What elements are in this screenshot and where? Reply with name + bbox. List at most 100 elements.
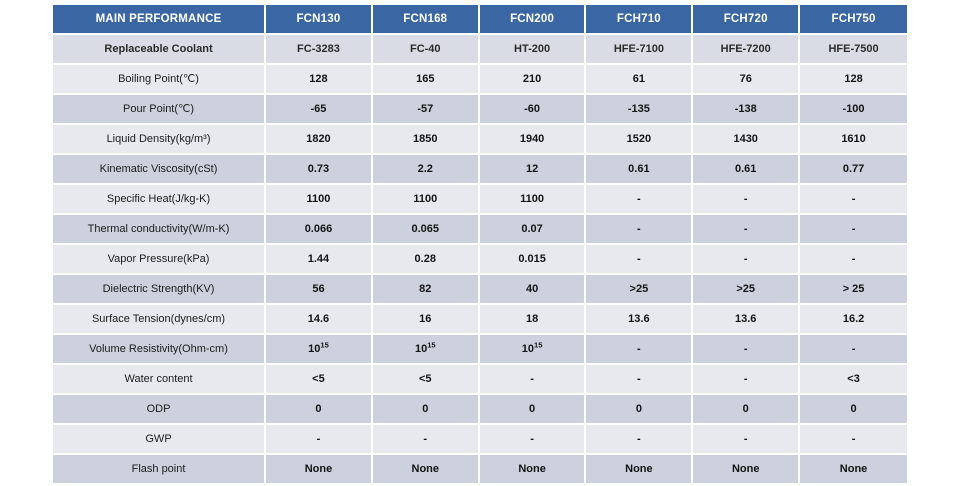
cell-fch710: - <box>586 245 694 275</box>
cell-fcn168: 165 <box>372 65 480 95</box>
cell-fch720: 0 <box>693 395 801 425</box>
column-header-fch750: FCH750 <box>800 5 907 35</box>
cell-fcn130: <5 <box>266 365 373 395</box>
cell-fcn168: 1100 <box>372 185 480 215</box>
cell-fcn200: 0.015 <box>479 245 587 275</box>
cell-fch710: - <box>586 425 694 455</box>
cell-fcn130: 56 <box>266 275 373 305</box>
header-row: MAIN PERFORMANCE FCN130 FCN168 FCN200 FC… <box>53 5 907 35</box>
cell-fch720: None <box>693 455 801 483</box>
column-header-fch710: FCH710 <box>586 5 694 35</box>
cell-fch750: - <box>800 425 907 455</box>
cell-fcn200: 0.07 <box>479 215 587 245</box>
cell-fch750: - <box>800 245 907 275</box>
table-row: Replaceable Coolant FC-3283 FC-40 HT-200 HFE… <box>53 35 907 65</box>
row-label: Surface Tension(dynes/cm) <box>53 305 267 335</box>
row-label: Flash point <box>53 455 267 483</box>
column-header-fcn130: FCN130 <box>266 5 373 35</box>
cell-fcn168: 0.28 <box>372 245 480 275</box>
performance-comparison-table: MAIN PERFORMANCE FCN130 FCN168 FCN200 FC… <box>53 5 907 483</box>
table-header: MAIN PERFORMANCE FCN130 FCN168 FCN200 FC… <box>53 5 907 35</box>
cell-fcn168: 82 <box>372 275 480 305</box>
row-label: GWP <box>53 425 267 455</box>
table-row: ODP 0 0 0 0 0 0 <box>53 395 907 425</box>
cell-fch720: - <box>693 185 801 215</box>
row-label: Pour Point(℃) <box>53 95 267 125</box>
table-row: Surface Tension(dynes/cm) 14.6 16 18 13.6 13.… <box>53 305 907 335</box>
cell-fch720: - <box>693 335 801 365</box>
table-body: Replaceable Coolant FC-3283 FC-40 HT-200 HFE… <box>53 35 907 483</box>
cell-fcn130: 0 <box>266 395 373 425</box>
cell-fch710: 0.61 <box>586 155 694 185</box>
cell-fcn168: -57 <box>372 95 480 125</box>
cell-fcn130: 1100 <box>266 185 373 215</box>
cell-fcn200: 0 <box>479 395 587 425</box>
cell-fcn168: None <box>372 455 480 483</box>
cell-fcn168: 2.2 <box>372 155 480 185</box>
row-label: ODP <box>53 395 267 425</box>
cell-fch710: None <box>586 455 694 483</box>
row-label: Volume Resistivity(Ohm-cm) <box>53 335 267 365</box>
row-label: Thermal conductivity(W/m-K) <box>53 215 267 245</box>
cell-fcn168: 0.065 <box>372 215 480 245</box>
cell-fcn200: 1100 <box>479 185 587 215</box>
cell-fch710: 61 <box>586 65 694 95</box>
cell-fch710: - <box>586 335 694 365</box>
cell-fcn200: - <box>479 425 587 455</box>
column-header-main-performance: MAIN PERFORMANCE <box>53 5 267 35</box>
cell-fch710: 0 <box>586 395 694 425</box>
cell-fcn200: -60 <box>479 95 587 125</box>
cell-fcn168: FC-40 <box>372 35 480 65</box>
cell-fcn200: 18 <box>479 305 587 335</box>
cell-fcn130: - <box>266 425 373 455</box>
cell-fch720: 1430 <box>693 125 801 155</box>
column-header-fch720: FCH720 <box>693 5 801 35</box>
row-label: Vapor Pressure(kPa) <box>53 245 267 275</box>
exponent: 15 <box>427 340 436 350</box>
cell-fch750: HFE-7500 <box>800 35 907 65</box>
cell-fch750: <3 <box>800 365 907 395</box>
cell-fcn200: 210 <box>479 65 587 95</box>
cell-fch710: -135 <box>586 95 694 125</box>
cell-fcn130: -65 <box>266 95 373 125</box>
cell-fcn168: 1850 <box>372 125 480 155</box>
cell-fcn130: 1820 <box>266 125 373 155</box>
table-row: Flash point None None None None None None <box>53 455 907 483</box>
cell-fcn200: HT-200 <box>479 35 587 65</box>
cell-fcn130: 128 <box>266 65 373 95</box>
cell-fch720: 76 <box>693 65 801 95</box>
row-label: Boiling Point(℃) <box>53 65 267 95</box>
table-row: Specific Heat(J/kg-K) 1100 1100 1100- - - <box>53 185 907 215</box>
cell-fch720: - <box>693 245 801 275</box>
cell-fch750: - <box>800 185 907 215</box>
cell-fch710: - <box>586 185 694 215</box>
cell-fcn130: 14.6 <box>266 305 373 335</box>
exponent: 15 <box>320 340 329 350</box>
table-row: Vapor Pressure(kPa) 1.44 0.28 0.015- - - <box>53 245 907 275</box>
cell-fch750: 16.2 <box>800 305 907 335</box>
cell-fch720: - <box>693 365 801 395</box>
column-header-fcn200: FCN200 <box>479 5 587 35</box>
cell-fch710: - <box>586 365 694 395</box>
cell-fcn168: - <box>372 425 480 455</box>
cell-fch750: 0 <box>800 395 907 425</box>
cell-fch750: -100 <box>800 95 907 125</box>
cell-fcn130: None <box>266 455 373 483</box>
cell-fcn168: 0 <box>372 395 480 425</box>
cell-fcn168: 1015 <box>372 335 480 365</box>
row-label: Specific Heat(J/kg-K) <box>53 185 267 215</box>
table-row: Volume Resistivity(Ohm-cm) 1015 1015 1015- -… <box>53 335 907 365</box>
cell-fch710: 1520 <box>586 125 694 155</box>
cell-fch720: -138 <box>693 95 801 125</box>
cell-fcn200: 40 <box>479 275 587 305</box>
table-row: Pour Point(℃) -65 -57 -60 -135 -138 -100 <box>53 95 907 125</box>
cell-fch750: 1610 <box>800 125 907 155</box>
cell-fcn130: 0.066 <box>266 215 373 245</box>
table-row: Dielectric Strength(KV) 56 82 40 >25 >25 > 25 <box>53 275 907 305</box>
table-row: GWP - - - - - - <box>53 425 907 455</box>
cell-fcn130: FC-3283 <box>266 35 373 65</box>
row-label: Water content <box>53 365 267 395</box>
cell-fcn200: 12 <box>479 155 587 185</box>
cell-fch710: >25 <box>586 275 694 305</box>
